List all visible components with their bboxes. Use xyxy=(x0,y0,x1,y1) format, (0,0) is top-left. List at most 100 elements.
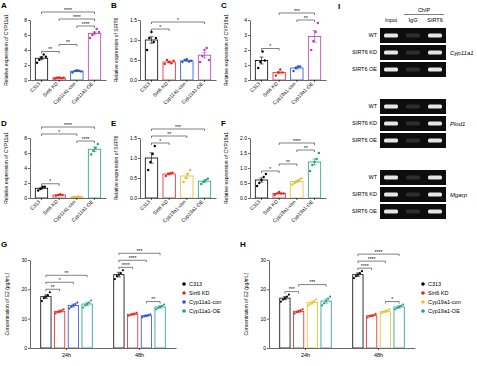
error-bar xyxy=(313,159,317,165)
bar xyxy=(88,149,100,198)
data-point xyxy=(300,309,302,311)
tick-label: 4 xyxy=(24,165,27,171)
data-point xyxy=(277,71,279,73)
x-axis: C313Sirt6 KDCyp11a1-conCyp11a1-OE xyxy=(29,80,107,106)
tick-mark xyxy=(267,319,269,320)
data-point xyxy=(278,191,280,193)
data-point xyxy=(37,189,39,191)
data-point xyxy=(307,304,309,306)
tick-mark xyxy=(261,80,262,82)
tick-mark xyxy=(28,80,30,81)
tick-label: Cyp19a1-OE xyxy=(290,80,315,105)
tick-mark xyxy=(138,60,140,61)
significance-label: ** xyxy=(48,46,52,52)
tick-mark xyxy=(267,289,269,290)
axis-line xyxy=(251,80,327,81)
tick-mark xyxy=(378,348,379,350)
significance-label: * xyxy=(49,178,51,184)
data-point xyxy=(118,274,120,276)
data-point xyxy=(57,194,59,196)
data-point xyxy=(47,294,49,296)
x-axis: 24h48h xyxy=(270,348,416,358)
tick-label: 0 xyxy=(24,345,27,351)
tick-mark xyxy=(267,260,269,261)
data-point xyxy=(292,70,294,72)
gel-strip xyxy=(380,62,446,77)
tick-mark xyxy=(138,80,140,81)
bar xyxy=(308,162,320,198)
data-point xyxy=(97,143,99,145)
data-point xyxy=(170,62,172,64)
axis-line xyxy=(251,198,327,199)
tick: 0 xyxy=(24,345,30,351)
error-bar xyxy=(93,147,97,151)
tick-mark xyxy=(94,198,95,200)
axis-line xyxy=(141,198,217,199)
data-point xyxy=(136,312,138,314)
tick-mark xyxy=(28,138,30,139)
tick-mark xyxy=(151,80,152,82)
gel-strip xyxy=(380,187,446,202)
legend-symbol xyxy=(182,291,186,295)
legend-label: Cyp11a1-OE xyxy=(189,308,221,314)
significance-label: *** xyxy=(309,279,315,285)
tick-mark xyxy=(296,80,297,82)
data-point xyxy=(159,306,161,308)
tick: 0 xyxy=(263,345,269,351)
tick-label: 24h xyxy=(301,352,310,358)
tick-mark xyxy=(248,80,250,81)
panel: B0.00.51.01.5C313Sirt6 KDCyp11a1-conCyp1… xyxy=(111,1,217,106)
marks xyxy=(255,152,320,198)
tick-mark xyxy=(59,80,60,82)
axis-line xyxy=(31,80,107,81)
error-bar xyxy=(259,57,263,64)
significance-label: ** xyxy=(65,270,69,276)
data-point xyxy=(43,297,45,299)
data-point xyxy=(39,188,41,190)
gel-gene-label: Plod1 xyxy=(450,121,465,127)
tick-mark xyxy=(138,178,140,179)
y-axis: 0.00.51.01.52.0 xyxy=(240,135,250,201)
data-point xyxy=(282,192,284,194)
bar xyxy=(308,37,320,81)
tick: 0.0 xyxy=(130,195,140,201)
data-point xyxy=(92,150,94,152)
data-point xyxy=(98,31,100,33)
data-point xyxy=(44,186,46,188)
tick-label: 1 xyxy=(244,62,247,68)
data-point xyxy=(70,306,72,308)
data-point xyxy=(260,179,262,181)
tick-mark xyxy=(139,348,140,350)
data-point xyxy=(188,60,190,62)
data-point xyxy=(59,193,61,195)
tick-label: 24h xyxy=(62,352,71,358)
significance-label: * xyxy=(269,166,271,172)
tick-mark xyxy=(76,80,77,82)
bar xyxy=(141,316,151,348)
y-axis: 02468 xyxy=(24,17,30,83)
bar xyxy=(145,158,157,198)
bar xyxy=(280,298,290,348)
legend: C313Sirt6 KDCyp11a1-conCyp11a1-OE xyxy=(182,281,221,314)
tick-label: 30 xyxy=(21,257,27,263)
tick-label: 4 xyxy=(244,17,247,23)
significance-label: **** xyxy=(368,256,376,262)
data-point xyxy=(313,300,315,302)
data-point xyxy=(181,61,183,63)
bar xyxy=(163,174,175,198)
data-point xyxy=(76,301,78,303)
tick-label: 8 xyxy=(24,17,27,23)
data-point xyxy=(286,296,288,298)
marks xyxy=(145,31,210,80)
tick-mark xyxy=(296,198,297,200)
error-bar xyxy=(259,178,263,182)
tick-label: C313 xyxy=(29,80,42,93)
data-point xyxy=(80,70,82,72)
axis-line xyxy=(30,21,31,81)
data-point xyxy=(316,158,318,160)
bar xyxy=(163,62,175,80)
data-point xyxy=(284,297,286,299)
data-point xyxy=(299,65,301,67)
tick-mark xyxy=(28,168,30,169)
significance-label: **** xyxy=(64,7,72,13)
